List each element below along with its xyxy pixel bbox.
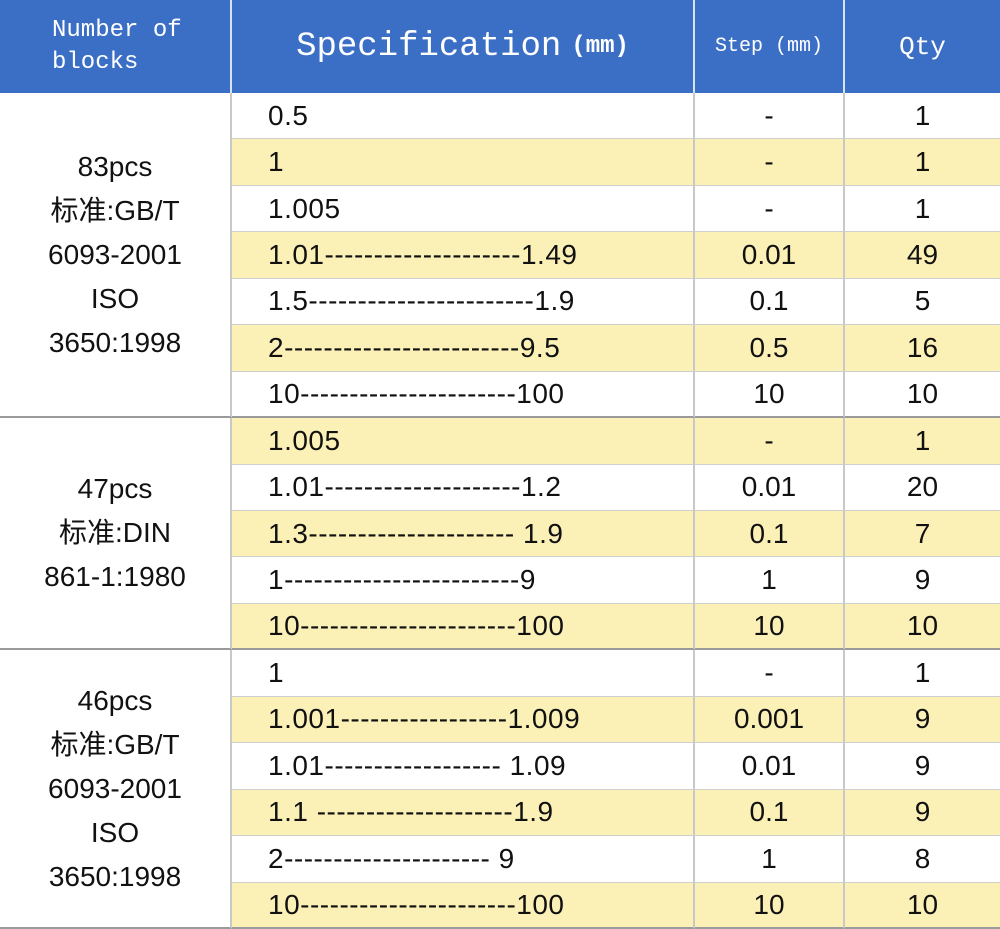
header-text: Number of bbox=[52, 16, 182, 44]
group-label: 47pcs 标准:DIN 861-1:1980 bbox=[0, 418, 232, 651]
header-unit: (mm) bbox=[571, 33, 629, 60]
header-text: Qty bbox=[899, 31, 946, 62]
step-cell: 10 bbox=[695, 371, 845, 419]
spec-cell: 10----------------------100 bbox=[232, 603, 695, 651]
group-line: ISO bbox=[90, 816, 140, 848]
group-line: 83pcs bbox=[77, 150, 153, 182]
header-text: Step (mm) bbox=[714, 35, 824, 58]
spec-cell: 1 bbox=[232, 139, 695, 186]
step-cell: 1 bbox=[695, 836, 845, 883]
spec-cell: 1.01--------------------1.49 bbox=[232, 232, 695, 279]
spec-cell: 2------------------------9.5 bbox=[232, 325, 695, 372]
step-cell: 0.01 bbox=[695, 464, 845, 511]
qty-cell: 49 bbox=[845, 232, 1000, 279]
spec-cell: 1.3--------------------- 1.9 bbox=[232, 511, 695, 558]
group-line: ISO bbox=[90, 282, 140, 314]
step-cell: 10 bbox=[695, 603, 845, 651]
qty-cell: 1 bbox=[845, 650, 1000, 697]
spec-cell: 1.005 bbox=[232, 185, 695, 233]
header-spec: Specification (mm) bbox=[232, 0, 695, 93]
step-cell: 0.1 bbox=[695, 789, 845, 837]
qty-cell: 9 bbox=[845, 696, 1000, 744]
group-line: 6093-2001 bbox=[48, 772, 182, 804]
spec-cell: 1.01--------------------1.2 bbox=[232, 464, 695, 511]
group-line: 3650:1998 bbox=[48, 860, 182, 892]
step-cell: 0.01 bbox=[695, 232, 845, 279]
step-cell: 0.1 bbox=[695, 278, 845, 326]
spec-cell: 1------------------------9 bbox=[232, 557, 695, 604]
step-cell: 10 bbox=[695, 882, 845, 929]
qty-cell: 1 bbox=[845, 139, 1000, 186]
group-line: 3650:1998 bbox=[48, 326, 182, 358]
spec-cell: 1.01------------------ 1.09 bbox=[232, 743, 695, 790]
header-step: Step (mm) bbox=[695, 0, 845, 93]
group-label: 46pcs 标准:GB/T 6093-2001 ISO 3650:1998 bbox=[0, 650, 232, 929]
group-line: 861-1:1980 bbox=[44, 561, 186, 593]
spec-cell: 0.5 bbox=[232, 93, 695, 140]
qty-cell: 20 bbox=[845, 465, 1000, 511]
qty-cell: 1 bbox=[845, 186, 1000, 233]
step-cell: - bbox=[695, 650, 845, 697]
group-label: 83pcs 标准:GB/T 6093-2001 ISO 3650:1998 bbox=[0, 93, 232, 419]
qty-cell: 10 bbox=[845, 603, 1000, 651]
spec-cell: 2--------------------- 9 bbox=[232, 836, 695, 883]
header-qty: Qty bbox=[845, 0, 1000, 93]
step-cell: 0.5 bbox=[695, 325, 845, 372]
qty-cell: 10 bbox=[845, 372, 1000, 419]
spec-cell: 1.5-----------------------1.9 bbox=[232, 278, 695, 326]
qty-cell: 16 bbox=[845, 325, 1000, 372]
group-line: 6093-2001 bbox=[48, 238, 182, 270]
group-line: 标准:GB/T bbox=[50, 728, 180, 760]
step-cell: 0.01 bbox=[695, 743, 845, 790]
qty-cell: 8 bbox=[845, 836, 1000, 883]
spec-cell: 10----------------------100 bbox=[232, 882, 695, 929]
qty-cell: 5 bbox=[845, 279, 1000, 326]
qty-cell: 1 bbox=[845, 93, 1000, 140]
step-cell: 0.001 bbox=[695, 696, 845, 744]
step-cell: - bbox=[695, 418, 845, 465]
group-line: 46pcs bbox=[77, 684, 153, 716]
group-line: 标准:GB/T bbox=[50, 194, 180, 226]
header-blocks: Number of blocks bbox=[0, 0, 232, 93]
step-cell: - bbox=[695, 185, 845, 233]
qty-cell: 9 bbox=[845, 743, 1000, 790]
header-text: blocks bbox=[52, 48, 139, 76]
step-cell: 1 bbox=[695, 557, 845, 604]
group-line: 标准:DIN bbox=[58, 517, 171, 549]
qty-cell: 10 bbox=[845, 882, 1000, 929]
step-cell: 0.1 bbox=[695, 511, 845, 558]
qty-cell: 9 bbox=[845, 789, 1000, 837]
group-line: 47pcs bbox=[77, 473, 153, 505]
spec-cell: 1 bbox=[232, 650, 695, 697]
spec-cell: 1.1 --------------------1.9 bbox=[232, 789, 695, 837]
spec-cell: 1.005 bbox=[232, 418, 695, 465]
header-text: Specification bbox=[296, 27, 562, 66]
step-cell: - bbox=[695, 93, 845, 140]
spec-cell: 10----------------------100 bbox=[232, 371, 695, 419]
spec-cell: 1.001-----------------1.009 bbox=[232, 696, 695, 744]
qty-cell: 9 bbox=[845, 557, 1000, 604]
qty-cell: 1 bbox=[845, 418, 1000, 465]
step-cell: - bbox=[695, 139, 845, 186]
qty-cell: 7 bbox=[845, 511, 1000, 558]
